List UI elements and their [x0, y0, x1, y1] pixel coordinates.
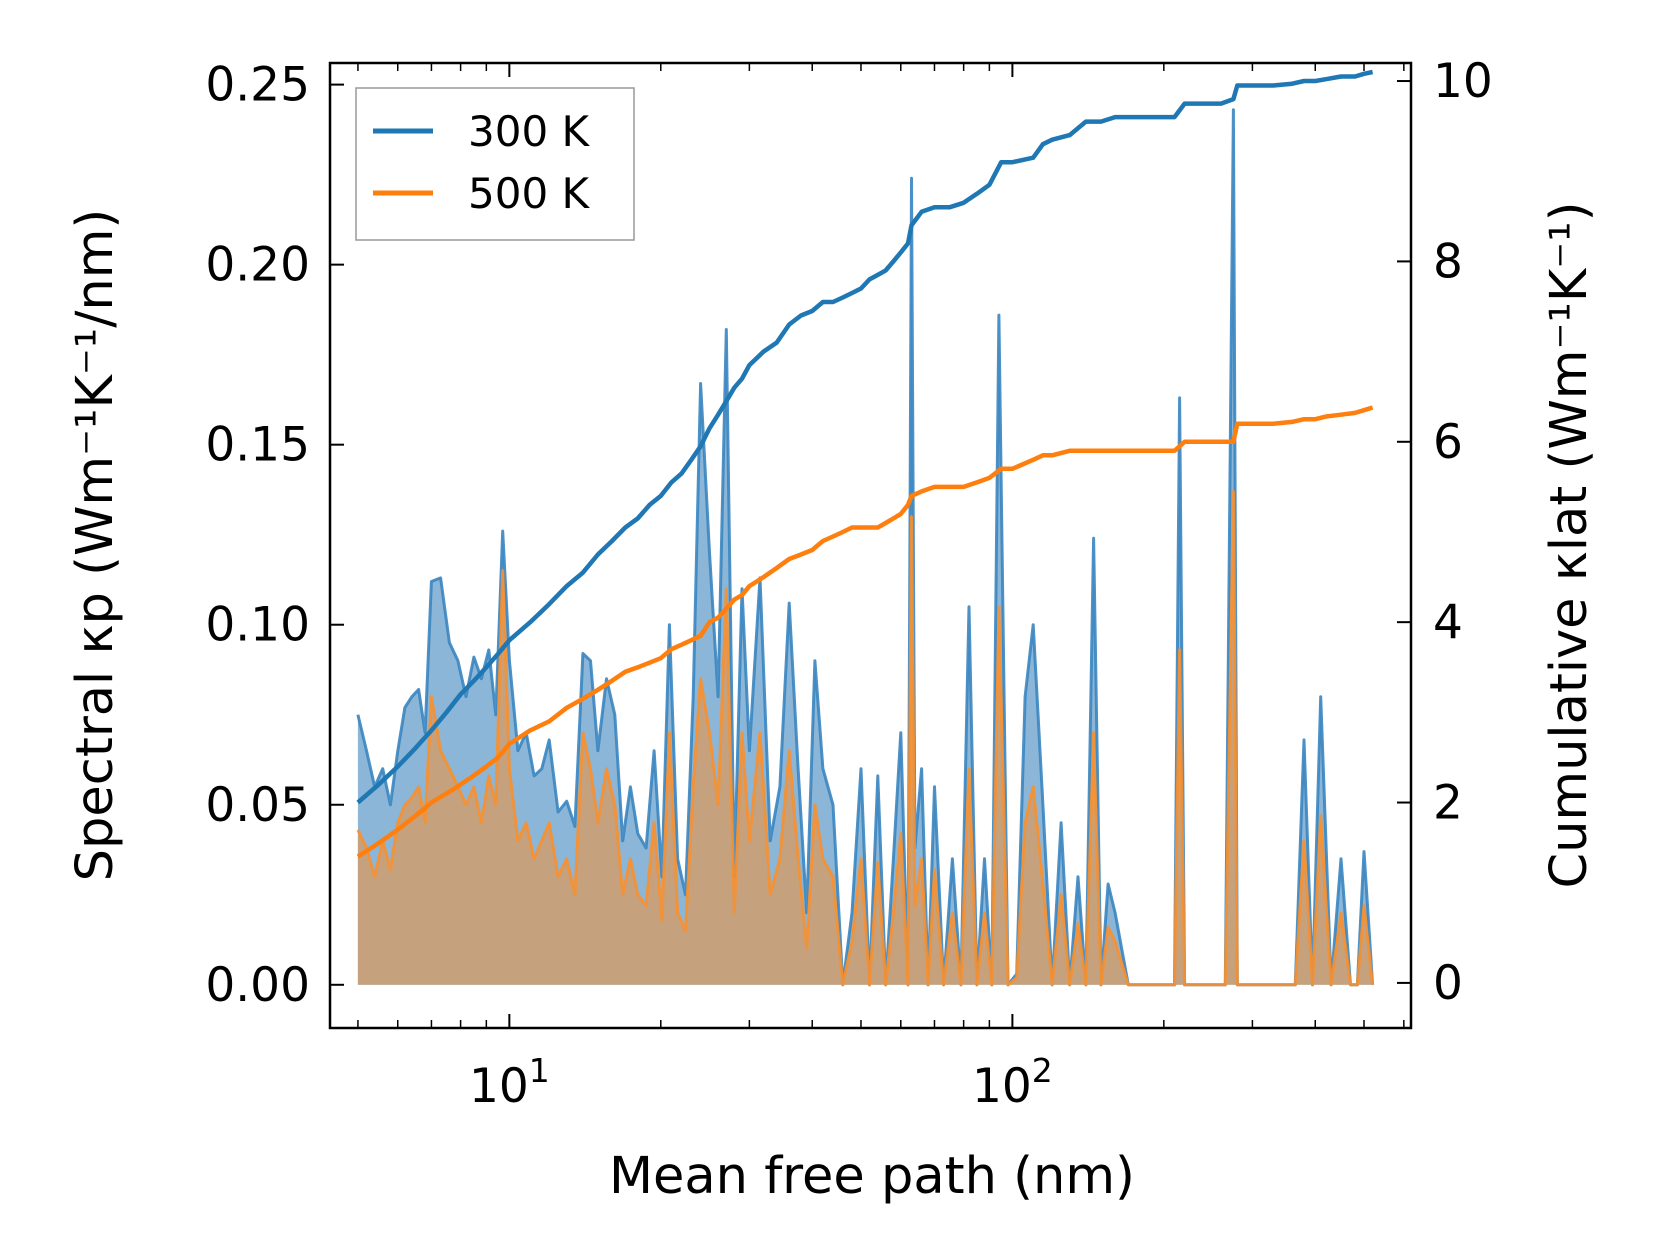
- y-tick-label-left: 0.25: [205, 58, 310, 113]
- y-tick-label-left: 0.05: [205, 778, 310, 833]
- y-tick-label-right: 2: [1433, 776, 1463, 831]
- y-tick-label-right: 0: [1433, 956, 1463, 1011]
- cumulative-line-500k: [356, 405, 1374, 859]
- x-tick-label: 101: [469, 1051, 550, 1114]
- x-tick-label: 102: [972, 1051, 1053, 1114]
- y-tick-label-left: 0.15: [205, 418, 310, 473]
- spectral-line-500k: [356, 490, 1375, 987]
- x-tick-label-exponent: 2: [1032, 1051, 1053, 1090]
- plot-clip-group: [356, 69, 1375, 987]
- x-tick-label-exponent: 1: [529, 1051, 550, 1090]
- y-tick-label-right: 10: [1433, 54, 1493, 109]
- legend: 300 K 500 K: [355, 87, 635, 241]
- plot-frame: [328, 61, 1413, 1030]
- spectral-area-300k: [357, 109, 1373, 985]
- legend-box: [355, 87, 635, 241]
- y-axis-label-left: Spectral κp (Wm⁻¹K⁻¹/nm): [66, 209, 125, 882]
- plot-area: [356, 69, 1375, 987]
- y-axis-left: 0.00 0.05 0.10 0.15 0.20 0.25: [205, 58, 344, 1013]
- x-tick-label-base: 10: [972, 1059, 1032, 1114]
- y-axis-right: 0 2 4 6 8 10: [1397, 54, 1493, 1011]
- spectral-area-500k: [357, 491, 1373, 985]
- cumulative-line-300k: [356, 69, 1374, 805]
- y-tick-label-right: 4: [1433, 595, 1463, 650]
- y-tick-label-right: 8: [1433, 234, 1463, 289]
- y-tick-label-left: 0.10: [205, 598, 310, 653]
- y-tick-label-left: 0.00: [205, 958, 310, 1013]
- legend-label-500k: 500 K: [468, 169, 591, 218]
- x-tick-label-base: 10: [469, 1059, 529, 1114]
- x-axis: 101 102: [357, 63, 1405, 1114]
- axes-frame: [328, 61, 1413, 1030]
- x-axis-label: Mean free path (nm): [609, 1147, 1135, 1206]
- legend-label-300k: 300 K: [468, 107, 591, 156]
- y-tick-label-left: 0.20: [205, 238, 310, 293]
- y-tick-label-right: 6: [1433, 415, 1463, 470]
- y-axis-label-right: Cumulative κlat (Wm⁻¹K⁻¹): [1540, 201, 1599, 888]
